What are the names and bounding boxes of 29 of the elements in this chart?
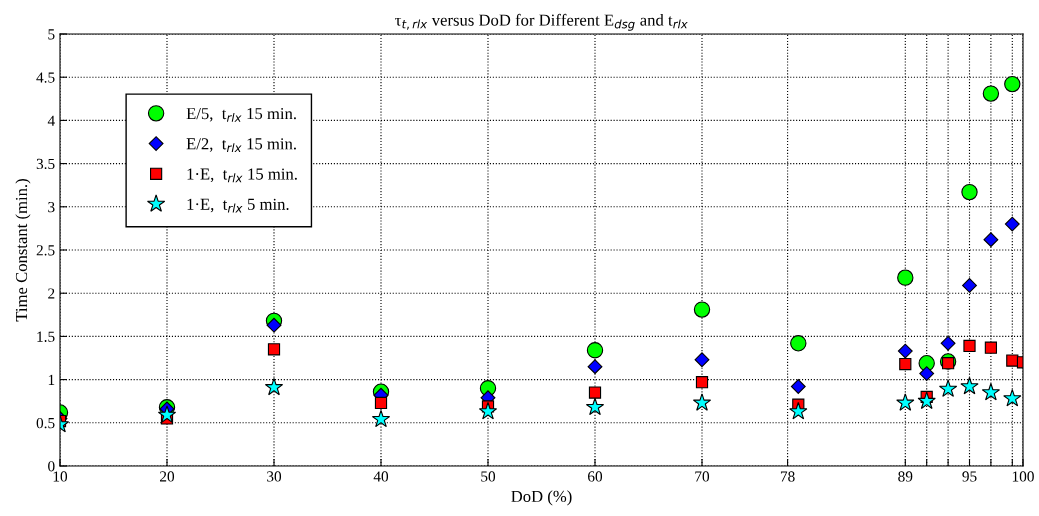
x-tick-label: 10 [53,471,68,482]
x-tick-label: 95 [962,471,977,482]
y-tick-label: 3 [48,201,55,213]
chart-title: τ$_{t,rlx}$ versus DoD for Different E$_{dsg}$ and t$_{rlx}$ [395,13,688,31]
y-tick-label: 4 [47,115,55,126]
y-tick-label: 3.5 [36,158,55,170]
y-tick-label: 0 [48,461,55,472]
x-tick-label: 40 [373,471,389,482]
legend-label: 1·E, t$_{rlx}$ 5 min. [187,198,289,213]
x-tick-label: 60 [588,471,603,482]
x-tick-label: 100 [1012,471,1034,482]
y-tick-label: 2 [48,288,55,299]
x-tick-label: 20 [160,471,175,482]
x-tick-label: 78 [780,471,795,482]
x-axis-title: DoD (%) [511,490,572,506]
x-tick-label: 70 [695,471,710,482]
y-tick-label: 1.5 [37,331,55,342]
legend-label: E/5, t$_{rlx}$ 15 min. [186,108,296,122]
y-tick-label: 2.5 [36,245,55,256]
y-tick-label: 4.5 [36,72,55,83]
legend-label: 1·E, t$_{rlx}$ 15 min. [187,168,297,183]
x-tick-label: 89 [898,471,913,482]
y-axis-title: Time Constant (min.) [15,179,31,322]
x-tick-label: 30 [267,471,282,482]
y-tick-label: 0.5 [36,417,55,429]
y-tick-label: 1 [48,374,55,385]
legend-label: E/2, t$_{rlx}$ 15 min. [186,138,296,152]
y-tick-label: 5 [48,29,55,40]
x-tick-label: 50 [481,471,496,482]
